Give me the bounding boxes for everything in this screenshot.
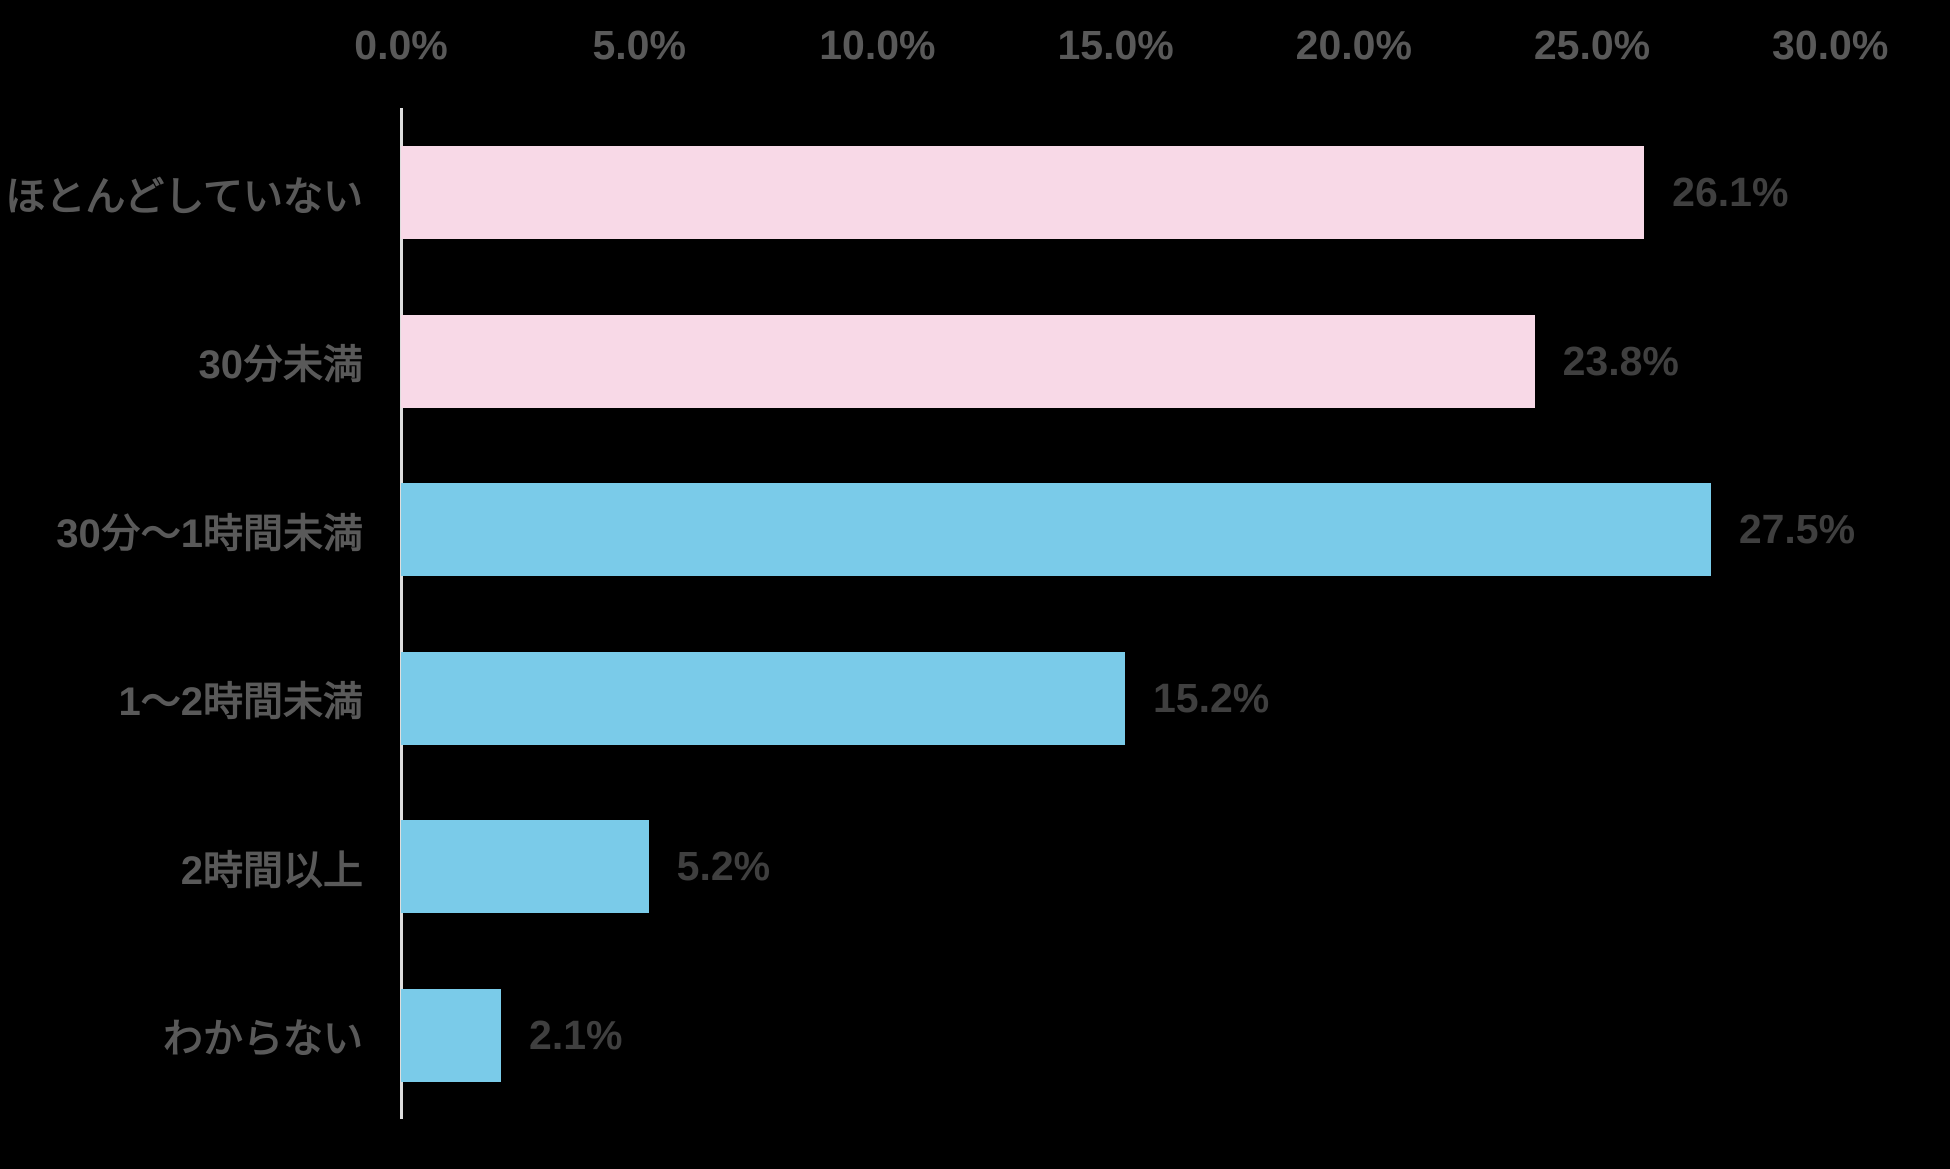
x-tick-label: 30.0%: [1772, 22, 1889, 68]
value-label: 2.1%: [529, 1011, 623, 1058]
x-tick-label: 25.0%: [1533, 22, 1651, 68]
x-tick-label: 10.0%: [819, 22, 936, 68]
bar-row: 30分未満 23.8%: [0, 277, 1950, 446]
category-label: 30分～1時間未満: [56, 511, 363, 556]
bar-row: 30分～1時間未満 27.5%: [0, 445, 1950, 614]
category-label: 1～2時間未満: [118, 680, 364, 724]
value-label: 5.2%: [676, 843, 771, 889]
value-label: 23.8%: [1562, 337, 1679, 384]
bar-row: 2時間以上 5.2%: [0, 782, 1950, 951]
category-label: わからない: [163, 1017, 363, 1061]
bar-row: ほとんどしていない 26.1%: [0, 108, 1950, 277]
y-axis-line: [400, 108, 403, 1119]
bar: [401, 314, 1535, 408]
x-tick-label: 5.0%: [592, 22, 686, 68]
bar-row: 1～2時間未満 15.2%: [0, 614, 1950, 783]
x-tick-label: 20.0%: [1295, 22, 1412, 68]
bar-row: わからない 2.1%: [0, 951, 1950, 1120]
bar: [401, 483, 1711, 576]
category-label: 30分未満: [198, 343, 364, 387]
bar: [401, 988, 502, 1082]
x-tick-label: 15.0%: [1057, 22, 1174, 68]
x-tick-label: 0.0%: [354, 22, 448, 68]
value-label: 15.2%: [1152, 674, 1270, 721]
bar: [401, 146, 1645, 239]
bar: [401, 651, 1125, 745]
category-label: ほとんどしていない: [5, 174, 363, 219]
value-label: 27.5%: [1738, 506, 1856, 552]
category-label: 2時間以上: [180, 848, 363, 893]
bar: [401, 820, 649, 913]
value-label: 26.1%: [1672, 169, 1789, 215]
